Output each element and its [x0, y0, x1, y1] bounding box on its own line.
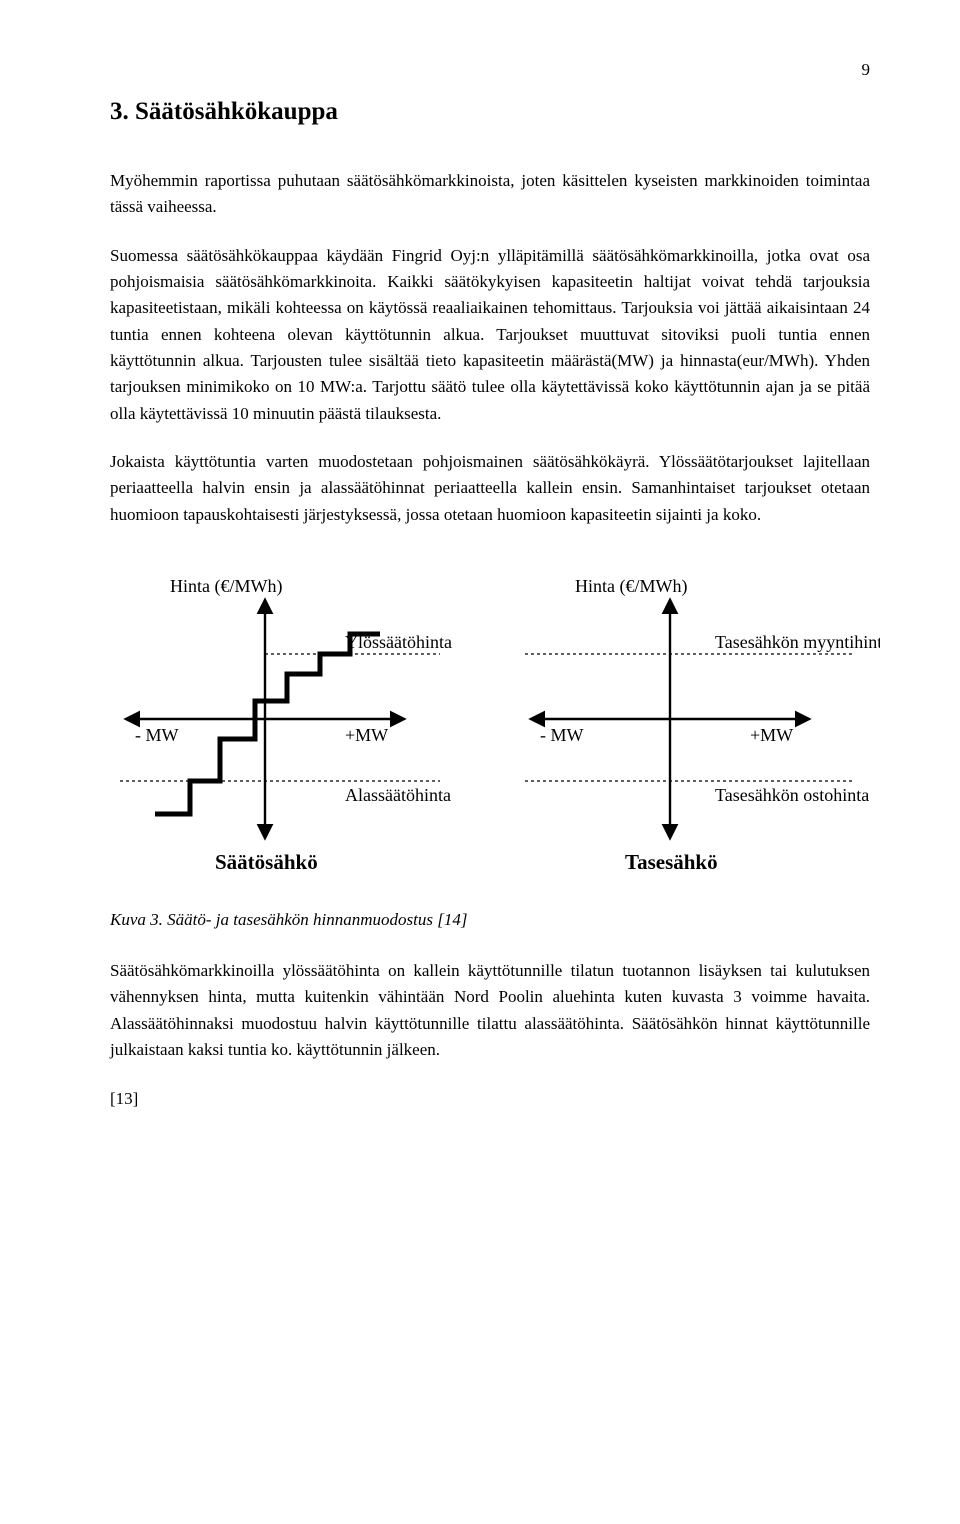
svg-text:Ylössäätöhinta: Ylössäätöhinta — [345, 632, 452, 652]
svg-text:+MW: +MW — [750, 725, 793, 745]
paragraph-1: Myöhemmin raportissa puhutaan säätösähkö… — [110, 168, 870, 221]
paragraph-4: Säätösähkömarkkinoilla ylössäätöhinta on… — [110, 958, 870, 1063]
svg-text:- MW: - MW — [540, 725, 584, 745]
svg-text:Hinta (€/MWh): Hinta (€/MWh) — [575, 576, 687, 597]
svg-text:Säätösähkö: Säätösähkö — [215, 850, 318, 874]
svg-text:Tasesähkö: Tasesähkö — [625, 850, 718, 874]
paragraph-3: Jokaista käyttötuntia varten muodostetaa… — [110, 449, 870, 528]
page-number: 9 — [110, 60, 870, 80]
paragraph-2: Suomessa säätösähkökauppaa käydään Fingr… — [110, 243, 870, 427]
svg-text:Tasesähkön ostohinta: Tasesähkön ostohinta — [715, 785, 869, 805]
reference-marker: [13] — [110, 1086, 870, 1112]
svg-text:- MW: - MW — [135, 725, 179, 745]
svg-text:Tasesähkön myyntihinta: Tasesähkön myyntihinta — [715, 632, 880, 652]
svg-text:Hinta (€/MWh): Hinta (€/MWh) — [170, 576, 282, 597]
svg-text:+MW: +MW — [345, 725, 388, 745]
section-heading: 3. Säätösähkökauppa — [110, 98, 870, 126]
figure-caption: Kuva 3. Säätö- ja tasesähkön hinnanmuodo… — [110, 910, 870, 930]
svg-text:Alassäätöhinta: Alassäätöhinta — [345, 785, 451, 805]
figure-3: Hinta (€/MWh) Ylössäätöhinta Alassäätöhint… — [110, 564, 870, 894]
